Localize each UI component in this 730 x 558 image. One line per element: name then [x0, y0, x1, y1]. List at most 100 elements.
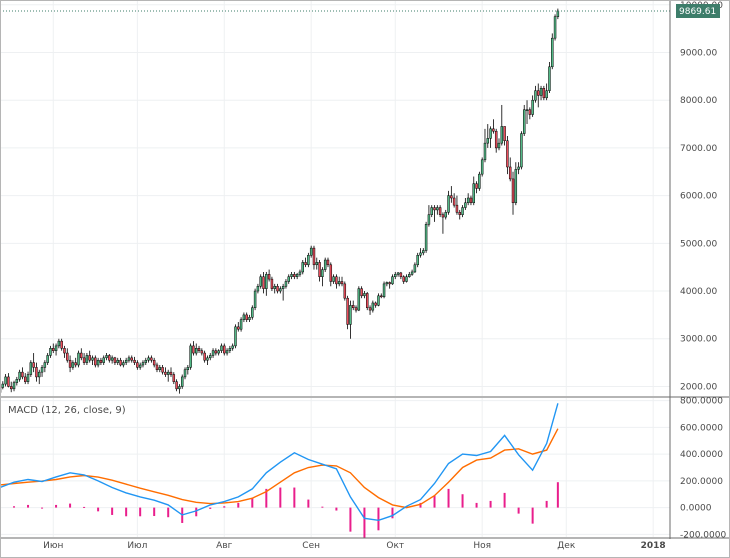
candle-down[interactable] — [313, 246, 315, 270]
candle-up[interactable] — [206, 355, 208, 365]
candle-down[interactable] — [156, 363, 158, 373]
price-pane[interactable] — [0, 9, 670, 395]
candle-down[interactable] — [173, 372, 175, 384]
candle-up[interactable] — [159, 365, 161, 372]
candle-up[interactable] — [546, 83, 548, 100]
candle-up[interactable] — [78, 351, 80, 368]
candle-down[interactable] — [344, 281, 346, 300]
candle-down[interactable] — [369, 305, 371, 315]
candle-down[interactable] — [192, 341, 194, 355]
candle-down[interactable] — [204, 351, 206, 363]
candle-up[interactable] — [557, 9, 559, 19]
candle-up[interactable] — [2, 381, 4, 389]
candle-down[interactable] — [150, 355, 152, 362]
candle-up[interactable] — [411, 270, 413, 276]
candle-up[interactable] — [103, 355, 105, 365]
candle-up[interactable] — [260, 274, 262, 288]
candle-down[interactable] — [223, 344, 225, 356]
candle-down[interactable] — [33, 353, 35, 372]
candle-down[interactable] — [277, 284, 279, 294]
candle-up[interactable] — [534, 86, 536, 103]
candle-up[interactable] — [526, 100, 528, 124]
candle-up[interactable] — [397, 272, 399, 277]
candle-up[interactable] — [232, 344, 234, 351]
candle-up[interactable] — [515, 162, 517, 205]
candle-up[interactable] — [49, 346, 51, 358]
candle-up[interactable] — [420, 248, 422, 258]
candle-down[interactable] — [459, 210, 461, 220]
candle-up[interactable] — [128, 355, 130, 362]
candle-up[interactable] — [467, 193, 469, 205]
candle-down[interactable] — [504, 126, 506, 145]
candle-down[interactable] — [131, 355, 133, 362]
candle-down[interactable] — [400, 272, 402, 279]
candle-down[interactable] — [470, 196, 472, 206]
candle-up[interactable] — [307, 253, 309, 267]
candle-up[interactable] — [111, 355, 113, 363]
candle-down[interactable] — [375, 302, 377, 308]
candle-down[interactable] — [450, 186, 452, 203]
candle-down[interactable] — [439, 205, 441, 217]
candle-down[interactable] — [94, 355, 96, 367]
candle-down[interactable] — [456, 196, 458, 215]
candle-up[interactable] — [501, 105, 503, 146]
candle-up[interactable] — [142, 360, 144, 367]
candle-up[interactable] — [436, 205, 438, 215]
candle-up[interactable] — [181, 375, 183, 389]
candle-down[interactable] — [246, 313, 248, 323]
candle-up[interactable] — [44, 360, 46, 372]
candle-up[interactable] — [310, 246, 312, 258]
candle-up[interactable] — [257, 284, 259, 294]
candle-up[interactable] — [358, 286, 360, 311]
candle-up[interactable] — [92, 355, 94, 365]
candle-up[interactable] — [462, 205, 464, 217]
candle-up[interactable] — [408, 272, 410, 278]
candle-up[interactable] — [473, 177, 475, 206]
candle-up[interactable] — [122, 360, 124, 367]
candle-up[interactable] — [125, 358, 127, 365]
candle-up[interactable] — [195, 344, 197, 356]
candle-down[interactable] — [80, 348, 82, 360]
candle-up[interactable] — [324, 258, 326, 272]
candle-down[interactable] — [330, 262, 332, 286]
candle-up[interactable] — [425, 222, 427, 253]
candle-up[interactable] — [209, 353, 211, 360]
candle-up[interactable] — [321, 267, 323, 286]
candle-up[interactable] — [190, 344, 192, 370]
candle-up[interactable] — [448, 191, 450, 215]
candle-up[interactable] — [372, 301, 374, 313]
candle-down[interactable] — [543, 86, 545, 100]
candle-down[interactable] — [271, 277, 273, 291]
candle-up[interactable] — [291, 272, 293, 279]
candle-up[interactable] — [279, 286, 281, 293]
candle-up[interactable] — [265, 272, 267, 296]
candle-up[interactable] — [285, 279, 287, 289]
candle-up[interactable] — [548, 62, 550, 93]
candle-up[interactable] — [251, 305, 253, 319]
candle-up[interactable] — [58, 339, 60, 349]
candle-down[interactable] — [352, 301, 354, 311]
candle-up[interactable] — [431, 205, 433, 217]
candle-down[interactable] — [176, 379, 178, 391]
candle-up[interactable] — [27, 372, 29, 384]
candle-down[interactable] — [52, 344, 54, 354]
candle-down[interactable] — [492, 119, 494, 133]
candle-down[interactable] — [170, 367, 172, 377]
candle-down[interactable] — [24, 373, 26, 384]
candle-down[interactable] — [136, 360, 138, 370]
candle-up[interactable] — [394, 272, 396, 279]
candle-down[interactable] — [201, 348, 203, 355]
candle-down[interactable] — [341, 277, 343, 287]
candle-down[interactable] — [537, 83, 539, 107]
candle-down[interactable] — [509, 157, 511, 181]
candle-up[interactable] — [349, 301, 351, 339]
candle-up[interactable] — [86, 353, 88, 365]
candle-up[interactable] — [243, 313, 245, 323]
candle-up[interactable] — [406, 274, 408, 282]
candle-up[interactable] — [167, 370, 169, 382]
candle-down[interactable] — [164, 367, 166, 377]
candle-up[interactable] — [38, 370, 40, 384]
candle-up[interactable] — [288, 274, 290, 284]
candle-up[interactable] — [13, 381, 15, 391]
macd-pane[interactable] — [0, 403, 559, 538]
